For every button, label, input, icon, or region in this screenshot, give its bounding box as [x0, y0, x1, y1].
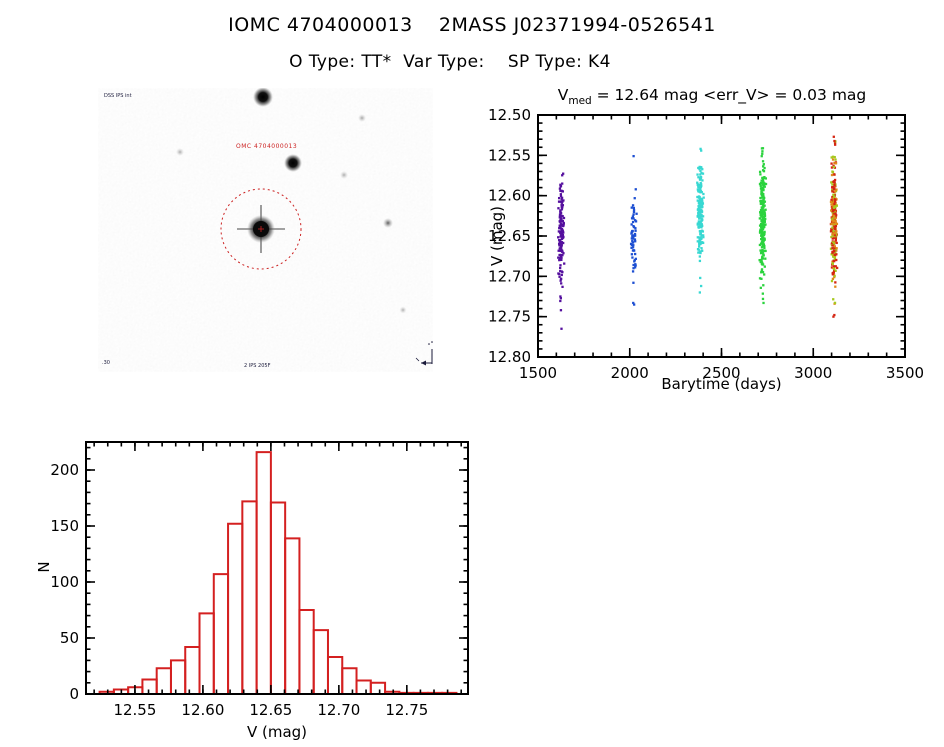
histogram-bar-fills — [99, 452, 457, 694]
histogram-bars — [98, 451, 458, 694]
lightcurve-x-tick-labels: 1500 2000 2500 3000 3500 — [519, 364, 924, 382]
histogram-y-tick: 50 — [60, 629, 79, 647]
target-center-marker — [258, 226, 264, 232]
lightcurve-x-tick: 1500 — [519, 364, 557, 382]
histogram-x-tick: 12.75 — [385, 701, 428, 719]
scatter-title-v: V — [557, 86, 569, 104]
lightcurve-x-tick: 2500 — [702, 364, 740, 382]
target-label: OMC 4704000013 — [236, 143, 297, 150]
histogram-y-tick: 0 — [69, 685, 79, 703]
lightcurve-y-tick: 12.75 — [488, 308, 531, 326]
scatter-xaxis-label: Barytime (days) — [661, 375, 782, 393]
lightcurve-points — [557, 135, 839, 330]
finder-corner-bottom-left: .30 — [102, 360, 110, 366]
lightcurve-x-tick: 3500 — [886, 364, 924, 382]
lightcurve-y-tick: 12.80 — [488, 348, 531, 366]
lightcurve-y-tick: 12.65 — [488, 227, 531, 245]
page-subtitle: O Type: TT* Var Type: SP Type: K4 — [289, 52, 611, 72]
lightcurve-axes — [537, 114, 906, 358]
finder-chart-image: OMC 4704000013 DSS IPS int .30 2 IPS 205… — [98, 88, 433, 372]
lightcurve-x-tick: 2000 — [611, 364, 649, 382]
histogram-x-tick-labels: 12.55 12.60 12.65 12.70 12.75 — [113, 701, 428, 719]
histogram-x-tick: 12.60 — [181, 701, 224, 719]
histogram-x-tick: 12.55 — [113, 701, 156, 719]
finder-corner-top-left: DSS IPS int — [104, 93, 132, 99]
field-stars — [176, 88, 407, 314]
lightcurve-y-tick: 12.70 — [488, 267, 531, 285]
scatter-title-rest: = 12.64 mag <err_V> = 0.03 mag — [591, 86, 867, 104]
lightcurve-x-tick: 3000 — [794, 364, 832, 382]
histogram-y-tick: 200 — [50, 461, 79, 479]
lightcurve-y-tick-labels: 12.50 12.55 12.60 12.65 12.70 12.75 12.80 — [488, 106, 531, 366]
scatter-title-sub: med — [568, 95, 592, 108]
page-title: IOMC 4704000013 2MASS J02371994-0526541 — [228, 14, 716, 36]
histogram-x-tick: 12.65 — [249, 701, 292, 719]
histogram-x-tick: 12.70 — [317, 701, 360, 719]
compass-icon — [415, 341, 433, 366]
scatter-title: Vmed = 12.64 mag <err_V> = 0.03 mag — [480, 86, 944, 107]
finder-corner-bottom-center: 2 IPS 205F — [244, 363, 271, 369]
histogram-y-tick: 150 — [50, 517, 79, 535]
histogram-y-tick: 100 — [50, 573, 79, 591]
lightcurve-y-tick: 12.60 — [488, 187, 531, 205]
histogram-axes — [85, 441, 469, 695]
lightcurve-y-tick: 12.55 — [488, 146, 531, 164]
aperture-circle — [220, 188, 302, 270]
histogram-y-tick-labels: 0 50 100 150 200 — [50, 461, 79, 703]
lightcurve-y-tick: 12.50 — [488, 106, 531, 124]
histogram-xaxis-label: V (mag) — [246, 723, 308, 741]
